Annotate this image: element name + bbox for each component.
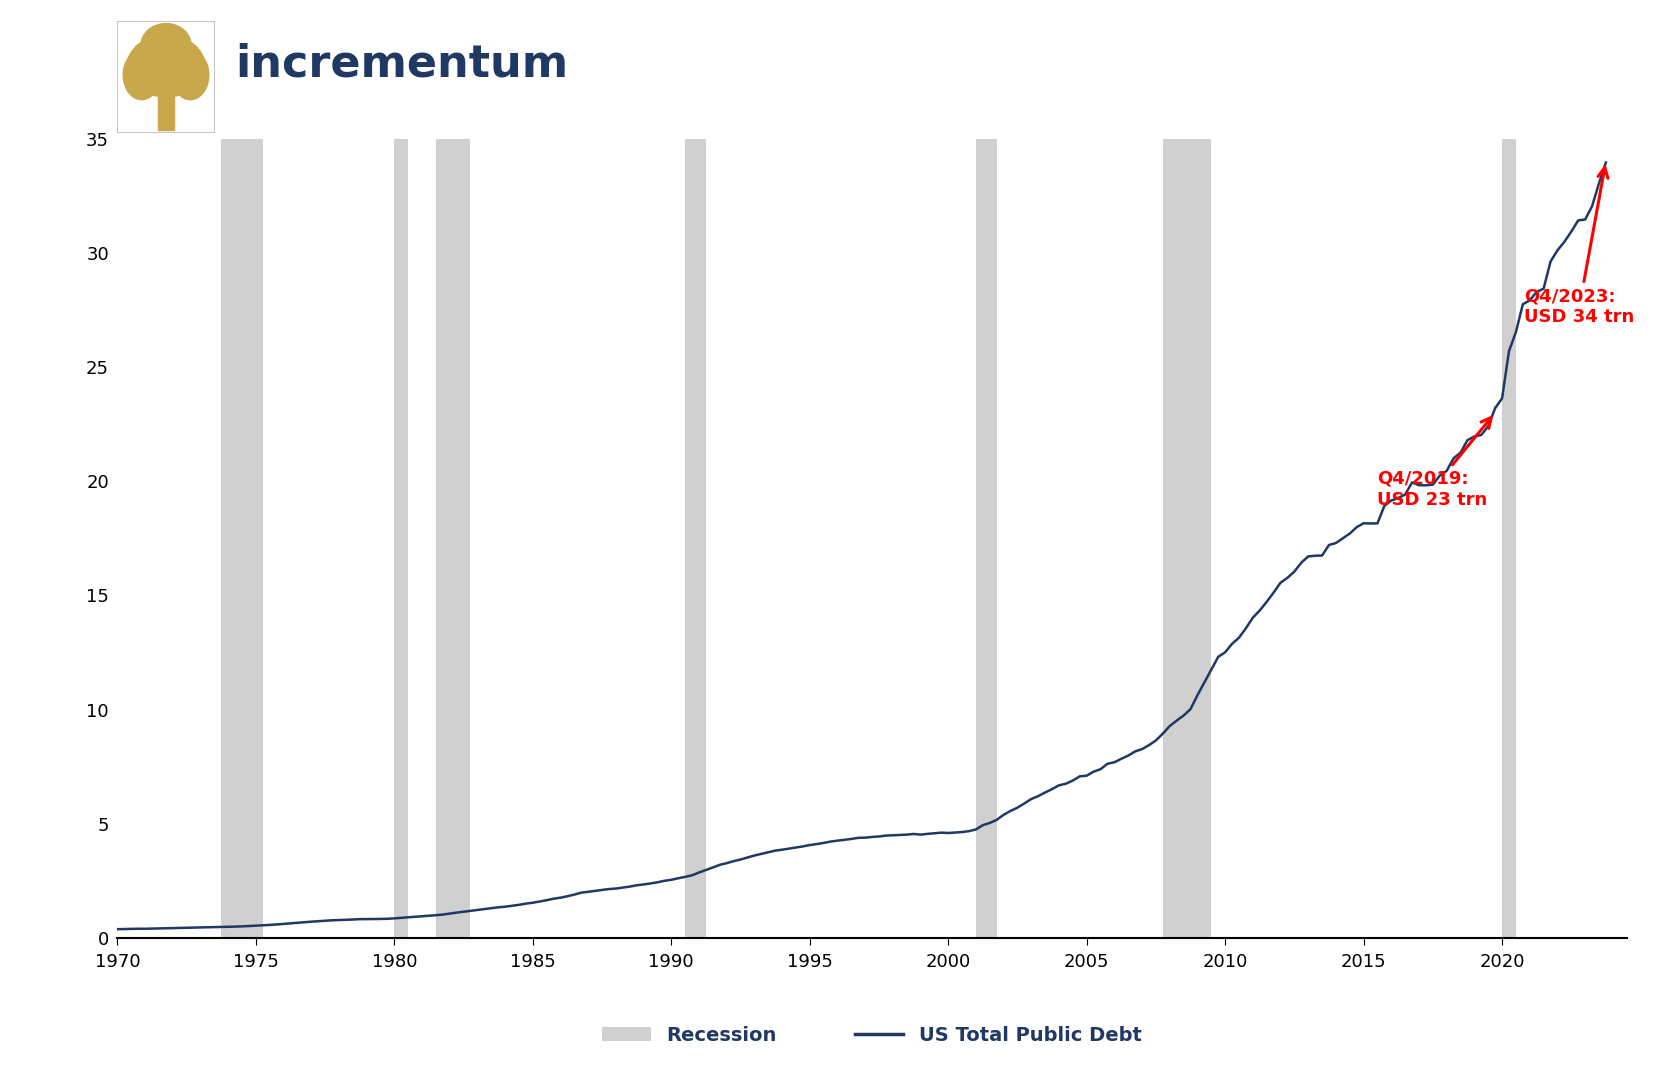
Ellipse shape xyxy=(122,50,161,99)
Bar xyxy=(976,139,996,938)
Text: Q4/2023:
USD 34 trn: Q4/2023: USD 34 trn xyxy=(1524,167,1635,326)
FancyBboxPatch shape xyxy=(117,21,215,133)
Ellipse shape xyxy=(127,35,205,97)
Bar xyxy=(1503,139,1516,938)
Bar xyxy=(436,139,471,938)
Ellipse shape xyxy=(171,50,210,99)
Bar xyxy=(686,139,706,938)
Bar xyxy=(1162,139,1211,938)
Legend: Recession, US Total Public Debt: Recession, US Total Public Debt xyxy=(595,1018,1149,1052)
Bar xyxy=(394,139,408,938)
Bar xyxy=(221,139,263,938)
Text: Q4/2019:
USD 23 trn: Q4/2019: USD 23 trn xyxy=(1377,418,1491,508)
Ellipse shape xyxy=(141,23,191,68)
Bar xyxy=(158,94,174,130)
Text: incrementum: incrementum xyxy=(235,43,569,85)
